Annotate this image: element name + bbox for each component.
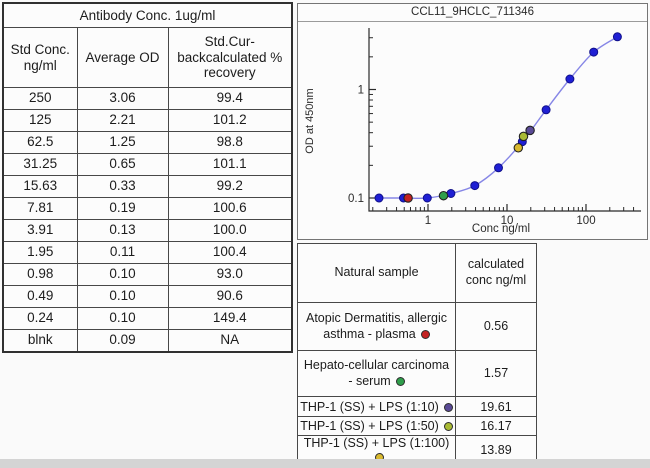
sample-label-cell: THP-1 (SS) + LPS (1:50) <box>297 416 456 436</box>
average-od-cell: 1.25 <box>76 131 169 154</box>
svg-text:1: 1 <box>358 85 364 97</box>
std-conc-cell: blnk <box>2 329 78 352</box>
sample-conc-cell: 0.56 <box>455 302 537 351</box>
recovery-cell: 90.6 <box>167 285 293 308</box>
average-od-cell: 0.09 <box>76 329 169 352</box>
standard-curve-panel: CCL11_9HCLC_711346 OD at 450nm Conc ng/m… <box>297 3 648 240</box>
average-od-cell: 0.65 <box>76 153 169 176</box>
standard-table-row: 0.98 0.10 93.0 <box>2 263 293 286</box>
recovery-cell: 98.8 <box>167 131 293 154</box>
sample-color-dot <box>443 422 453 431</box>
standard-table-title-row: Antibody Conc. 1ug/ml <box>2 2 293 28</box>
sample-color-dot <box>395 376 405 386</box>
svg-text:1: 1 <box>425 215 431 227</box>
recovery-cell: 100.0 <box>167 219 293 242</box>
std-conc-cell: 7.81 <box>2 197 78 220</box>
recovery-cell: 101.1 <box>167 153 293 176</box>
standard-table-row: 0.24 0.10 149.4 <box>2 307 293 330</box>
chart-title: CCL11_9HCLC_711346 <box>298 4 647 22</box>
std-conc-cell: 0.24 <box>2 307 78 330</box>
average-od-cell: 0.10 <box>76 307 169 330</box>
sample-conc-cell: 19.61 <box>455 396 537 417</box>
sample-conc-cell: 1.57 <box>455 350 537 397</box>
sample-conc-cell: 16.17 <box>455 416 537 436</box>
standard-table-row: 1.95 0.11 100.4 <box>2 241 293 264</box>
sample-table-row: THP-1 (SS) + LPS (1:50) 16.17 <box>297 416 537 436</box>
standard-table-row: 15.63 0.33 99.2 <box>2 175 293 198</box>
recovery-cell: NA <box>167 329 293 352</box>
col-header-recovery: Std.Cur-backcalculated % recovery <box>167 27 293 88</box>
recovery-cell: 99.4 <box>167 87 293 110</box>
standard-table-title: Antibody Conc. 1ug/ml <box>2 2 293 28</box>
standard-curve-chart: 1 10 100 0.1 1 <box>348 28 641 227</box>
recovery-cell: 100.4 <box>167 241 293 264</box>
average-od-cell: 0.11 <box>76 241 169 264</box>
average-od-cell: 0.13 <box>76 219 169 242</box>
sample-label-cell: THP-1 (SS) + LPS (1:10) <box>297 396 456 417</box>
average-od-cell: 3.06 <box>76 87 169 110</box>
recovery-cell: 101.2 <box>167 109 293 132</box>
std-conc-cell: 1.95 <box>2 241 78 264</box>
sample-table-row: Hepato-cellular carcinoma - serum 1.57 <box>297 350 537 397</box>
recovery-cell: 93.0 <box>167 263 293 286</box>
sample-label-cell: Atopic Dermatitis, allergic asthma - pla… <box>297 302 456 351</box>
standard-table-row: 62.5 1.25 98.8 <box>2 131 293 154</box>
sample-label: Atopic Dermatitis, allergic asthma - pla… <box>305 310 447 341</box>
sample-label-cell: Hepato-cellular carcinoma - serum <box>297 350 456 397</box>
sample-table-header-row: Natural sample calculated conc ng/ml <box>297 243 537 303</box>
standard-table-row: 0.49 0.10 90.6 <box>2 285 293 308</box>
col-header-std-conc: Std Conc. ng/ml <box>2 27 78 88</box>
std-conc-cell: 250 <box>2 87 78 110</box>
natural-sample-table: Natural sample calculated conc ng/ml Ato… <box>297 243 537 465</box>
sample-table-row: THP-1 (SS) + LPS (1:10) 19.61 <box>297 396 537 417</box>
average-od-cell: 2.21 <box>76 109 169 132</box>
svg-text:0.1: 0.1 <box>348 193 364 205</box>
average-od-cell: 0.33 <box>76 175 169 198</box>
std-conc-cell: 62.5 <box>2 131 78 154</box>
standard-table: Antibody Conc. 1ug/ml Std Conc. ng/ml Av… <box>2 2 294 353</box>
chart-x-axis-label: Conc ng/ml <box>471 223 531 235</box>
sample-label: THP-1 (SS) + LPS (1:50) <box>300 419 439 433</box>
std-conc-cell: 15.63 <box>2 175 78 198</box>
sample-label: THP-1 (SS) + LPS (1:10) <box>300 399 439 414</box>
sample-table-row: Atopic Dermatitis, allergic asthma - pla… <box>297 302 537 351</box>
svg-text:100: 100 <box>576 215 595 227</box>
std-conc-cell: 31.25 <box>2 153 78 176</box>
average-od-cell: 0.19 <box>76 197 169 220</box>
standard-table-row: 31.25 0.65 101.1 <box>2 153 293 176</box>
sample-color-dot <box>420 329 430 339</box>
std-conc-cell: 0.49 <box>2 285 78 308</box>
std-conc-cell: 3.91 <box>2 219 78 242</box>
standard-table-header-row: Std Conc. ng/ml Average OD Std.Cur-backc… <box>2 27 293 88</box>
standard-table-row: 3.91 0.13 100.0 <box>2 219 293 242</box>
average-od-cell: 0.10 <box>76 263 169 286</box>
sample-color-dot <box>443 402 453 412</box>
col-header-natural-sample: Natural sample <box>297 243 456 303</box>
window-bottom-strip <box>0 459 650 468</box>
average-od-cell: 0.10 <box>76 285 169 308</box>
standard-table-row: 250 3.06 99.4 <box>2 87 293 110</box>
col-header-calculated-conc: calculated conc ng/ml <box>455 243 537 303</box>
std-conc-cell: 0.98 <box>2 263 78 286</box>
recovery-cell: 100.6 <box>167 197 293 220</box>
standard-table-row: 125 2.21 101.2 <box>2 109 293 132</box>
recovery-cell: 99.2 <box>167 175 293 198</box>
standard-table-row: 7.81 0.19 100.6 <box>2 197 293 220</box>
sample-label: THP-1 (SS) + LPS (1:100) <box>303 436 450 450</box>
std-conc-cell: 125 <box>2 109 78 132</box>
svg-text:10: 10 <box>501 215 514 227</box>
standard-table-row: blnk 0.09 NA <box>2 329 293 352</box>
col-header-average-od: Average OD <box>76 27 169 88</box>
sample-label: Hepato-cellular carcinoma - serum <box>303 357 450 388</box>
recovery-cell: 149.4 <box>167 307 293 330</box>
